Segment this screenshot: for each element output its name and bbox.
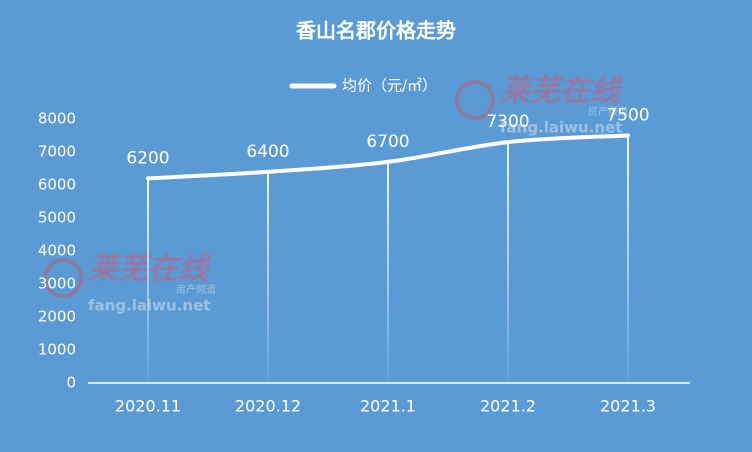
drop-line [627, 135, 629, 383]
y-tick-label: 5000 [38, 209, 76, 227]
y-tick-label: 1000 [38, 341, 76, 359]
data-label: 7500 [606, 106, 649, 126]
y-tick-label: 2000 [38, 308, 76, 326]
line [146, 133, 630, 181]
drop-line [267, 171, 269, 383]
x-tick-label: 2021.1 [360, 397, 416, 416]
drop-line [507, 142, 509, 383]
watermark-brand: 莱芜在线 [88, 252, 212, 287]
data-label: 7300 [486, 112, 529, 132]
y-tick-label: 6000 [38, 176, 76, 194]
data-label: 6200 [126, 148, 169, 168]
x-tick-label: 2020.12 [235, 397, 301, 416]
watermark-brand: 莱芜在线 [500, 74, 624, 109]
y-tick-label: 7000 [38, 143, 76, 161]
watermark-channel: 房产频道 [588, 105, 628, 118]
chart-title: 香山名郡价格走势 [296, 19, 456, 43]
watermark-url: fang.laiwu.net [500, 119, 622, 137]
data-label: 6400 [246, 142, 289, 162]
watermark-logo [43, 258, 83, 298]
watermarks: 莱芜在线房产频道fang.laiwu.net莱芜在线房产频道fang.laiwu… [43, 74, 628, 315]
watermark-url: fang.laiwu.net [88, 297, 210, 315]
drop-line [387, 161, 389, 383]
legend-label: 均价（元/㎡） [342, 77, 437, 95]
watermark-logo [455, 80, 495, 120]
data-label: 6700 [366, 132, 409, 152]
x-tick-label: 2021.2 [480, 397, 536, 416]
x-tick-label: 2021.3 [600, 397, 656, 416]
drop-line [147, 178, 149, 383]
y-tick-label: 0 [66, 374, 76, 392]
y-tick-label: 3000 [38, 275, 76, 293]
y-tick-label: 8000 [38, 110, 76, 128]
x-tick-label: 2020.11 [115, 397, 181, 416]
watermark-channel: 房产频道 [176, 283, 216, 296]
y-tick-label: 4000 [38, 242, 76, 260]
